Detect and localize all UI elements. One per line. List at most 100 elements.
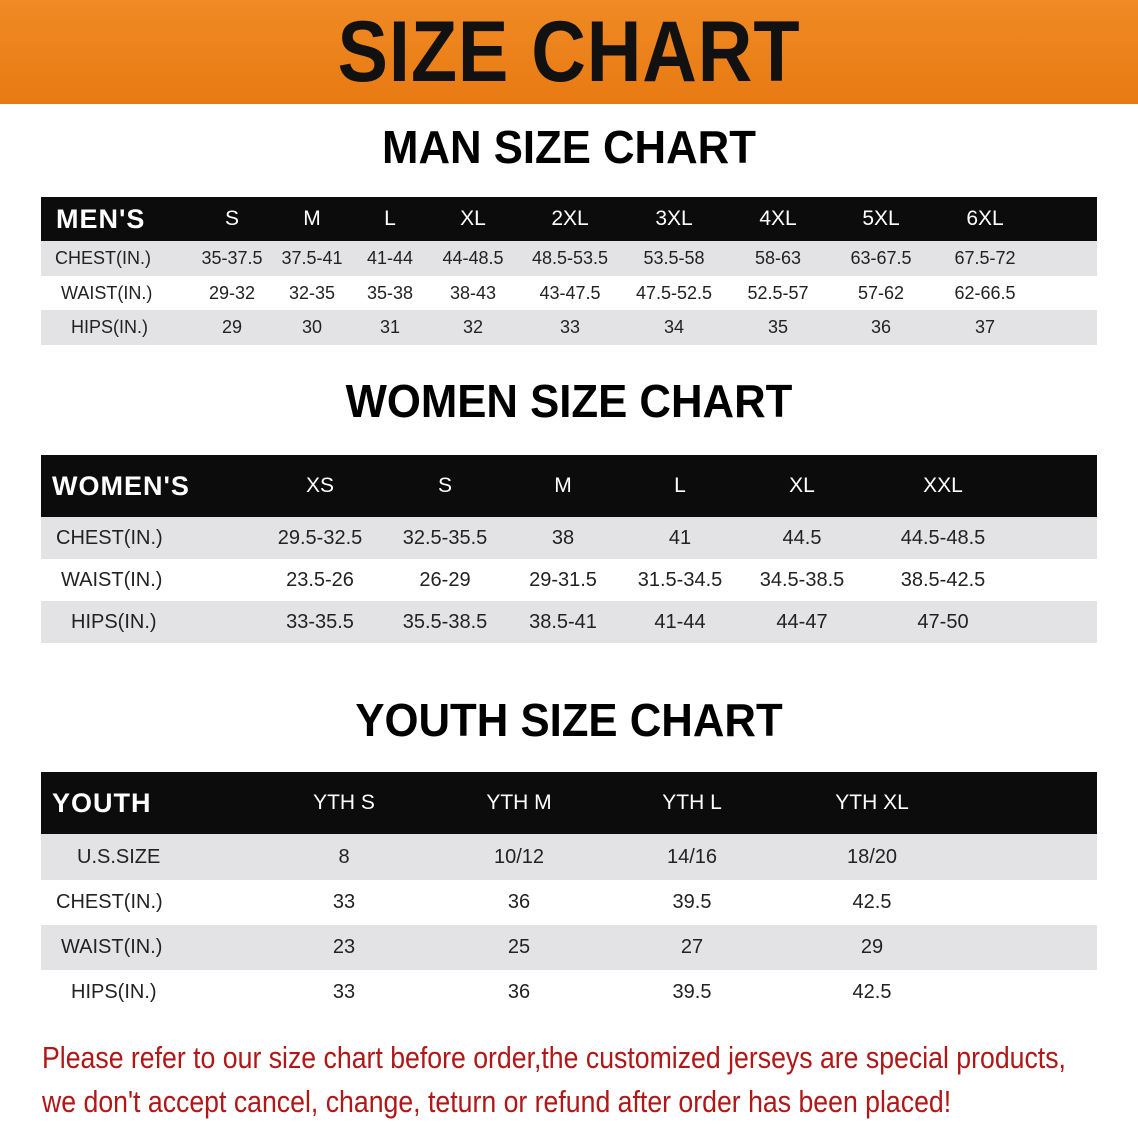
- table-cell: 31.5-34.5: [637, 568, 723, 591]
- table-cell: 10/12: [493, 845, 545, 868]
- table-cell: 41: [668, 526, 692, 549]
- table-cell: 48.5-53.5: [531, 248, 609, 268]
- table-cell: 30: [301, 317, 323, 337]
- table-row: U.S.SIZE 8 10/12 14/16 18/20: [41, 834, 1097, 880]
- table-row: HIPS(IN.) 29 30 31 32 33 34 35 36 37: [41, 310, 1097, 345]
- table-cell: 29.5-32.5: [277, 526, 363, 549]
- table-row: HIPS(IN.) 33-35.5 35.5-38.5 38.5-41 41-44 44-…: [41, 601, 1097, 643]
- size-chart-banner: SIZE CHART: [0, 0, 1138, 104]
- table-cell: 41-44: [654, 610, 706, 633]
- table-cell: 34: [663, 317, 685, 337]
- table-row: CHEST(IN.) 33 36 39.5 42.5: [41, 880, 1097, 925]
- size-header-xs: XS: [305, 474, 335, 497]
- table-cell: 33: [332, 981, 356, 1003]
- table-cell: 58-63: [754, 248, 802, 268]
- table-cell: 33: [559, 317, 581, 337]
- table-cell: 18/20: [846, 845, 898, 868]
- table-row: WAIST(IN.) 23.5-26 26-29 29-31.5 31.5-34.5 34…: [41, 559, 1097, 601]
- table-cell: 29: [860, 936, 884, 958]
- table-cell: 26-29: [419, 568, 471, 591]
- table-cell: 23: [332, 936, 356, 958]
- size-header-2xl: 2XL: [551, 207, 589, 230]
- size-header-4xl: 4XL: [759, 207, 797, 230]
- row-label: WAIST(IN.): [61, 568, 163, 591]
- table-row: HIPS(IN.) 33 36 39.5 42.5: [41, 970, 1097, 1015]
- table-cell: 32.5-35.5: [402, 526, 488, 549]
- table-cell: 32-35: [288, 282, 336, 303]
- table-cell: 27: [680, 936, 704, 958]
- table-cell: 35.5-38.5: [402, 610, 488, 633]
- size-header-s: S: [437, 474, 453, 497]
- size-header-l: L: [674, 474, 686, 497]
- table-cell: 29: [221, 317, 243, 337]
- table-cell: 44.5: [782, 526, 822, 549]
- table-cell: 52.5-57: [747, 282, 809, 303]
- table-cell: 57-62: [857, 282, 905, 303]
- table-row: WAIST(IN.) 23 25 27 29: [41, 925, 1097, 970]
- size-header-5xl: 5XL: [862, 207, 900, 230]
- table-cell: 25: [507, 936, 531, 958]
- table-cell: 34.5-38.5: [759, 568, 845, 591]
- table-cell: 36: [870, 317, 892, 337]
- table-cell: 14/16: [666, 845, 718, 868]
- row-label: CHEST(IN.): [56, 891, 163, 913]
- men-size-table: MEN'S S M L XL 2XL 3XL 4XL 5XL 6XL CHEST(IN.) 35-37…: [41, 197, 1097, 345]
- size-header-3xl: 3XL: [655, 207, 693, 230]
- table-header-row: YOUTH YTH S YTH M YTH L YTH XL: [41, 772, 1097, 834]
- table-cell: 33: [332, 891, 356, 913]
- women-section-title: WOMEN SIZE CHART: [345, 375, 793, 427]
- table-cell: 31: [379, 317, 401, 337]
- table-cell: 47-50: [917, 610, 969, 633]
- size-header-yth-m: YTH M: [486, 791, 552, 814]
- table-cell: 32: [462, 317, 484, 337]
- table-cell: 44-48.5: [442, 248, 504, 268]
- table-cell: 39.5: [672, 891, 712, 913]
- table-row: CHEST(IN.) 35-37.5 37.5-41 41-44 44-48.5 48.5…: [41, 241, 1097, 276]
- table-cell: 38-43: [449, 282, 497, 303]
- table-cell: 42.5: [852, 981, 892, 1003]
- table-cell: 63-67.5: [850, 248, 912, 268]
- table-cell: 35: [767, 317, 789, 337]
- table-cell: 38.5-42.5: [900, 568, 986, 591]
- size-header-m: M: [303, 207, 321, 230]
- table-cell: 8: [338, 845, 350, 868]
- size-header-6xl: 6XL: [966, 207, 1004, 230]
- table-cell: 42.5: [852, 891, 892, 913]
- table-cell: 36: [507, 891, 531, 913]
- page-title: SIZE CHART: [337, 4, 801, 100]
- table-cell: 39.5: [672, 981, 712, 1003]
- table-cell: 43-47.5: [539, 282, 601, 303]
- row-label: U.S.SIZE: [77, 845, 161, 868]
- table-cell: 38.5-41: [529, 610, 597, 633]
- women-size-table: WOMEN'S XS S M L XL XXL CHEST(IN.) 29.5-32.5 32.5…: [41, 455, 1097, 643]
- table-row: WAIST(IN.) 29-32 32-35 35-38 38-43 43-47.5 47.…: [41, 276, 1097, 310]
- table-header-row: WOMEN'S XS S M L XL XXL: [41, 455, 1097, 517]
- row-label: WAIST(IN.): [61, 282, 153, 303]
- row-label: CHEST(IN.): [55, 248, 151, 268]
- size-header-xxl: XXL: [923, 474, 963, 497]
- youth-section-title: YOUTH SIZE CHART: [355, 694, 783, 746]
- table-cell: 62-66.5: [954, 282, 1016, 303]
- row-label: HIPS(IN.): [71, 317, 149, 337]
- table-cell: 47.5-52.5: [635, 282, 713, 303]
- size-header-yth-xl: YTH XL: [835, 791, 909, 814]
- table-cell: 35-38: [366, 282, 414, 303]
- table-cell: 44-47: [776, 610, 828, 633]
- table-cell: 41-44: [366, 248, 414, 268]
- table-cell: 33-35.5: [286, 610, 354, 633]
- size-header-s: S: [224, 207, 240, 230]
- table-cell: 37: [974, 317, 996, 337]
- row-label: HIPS(IN.): [71, 981, 157, 1003]
- table-cell: 53.5-58: [643, 248, 705, 268]
- size-header-m: M: [554, 474, 572, 497]
- table-cell: 67.5-72: [954, 248, 1016, 268]
- size-header-yth-l: YTH L: [662, 791, 722, 814]
- size-header-l: L: [384, 207, 396, 230]
- row-label: HIPS(IN.): [71, 610, 157, 633]
- row-label: WAIST(IN.): [61, 936, 163, 958]
- size-header-xl: XL: [460, 207, 486, 230]
- notice-line-2: we don't accept cancel, change, teturn o…: [42, 1084, 952, 1119]
- table-cell: 23.5-26: [286, 568, 354, 591]
- header-label: YOUTH: [52, 787, 152, 818]
- header-label: WOMEN'S: [52, 470, 190, 501]
